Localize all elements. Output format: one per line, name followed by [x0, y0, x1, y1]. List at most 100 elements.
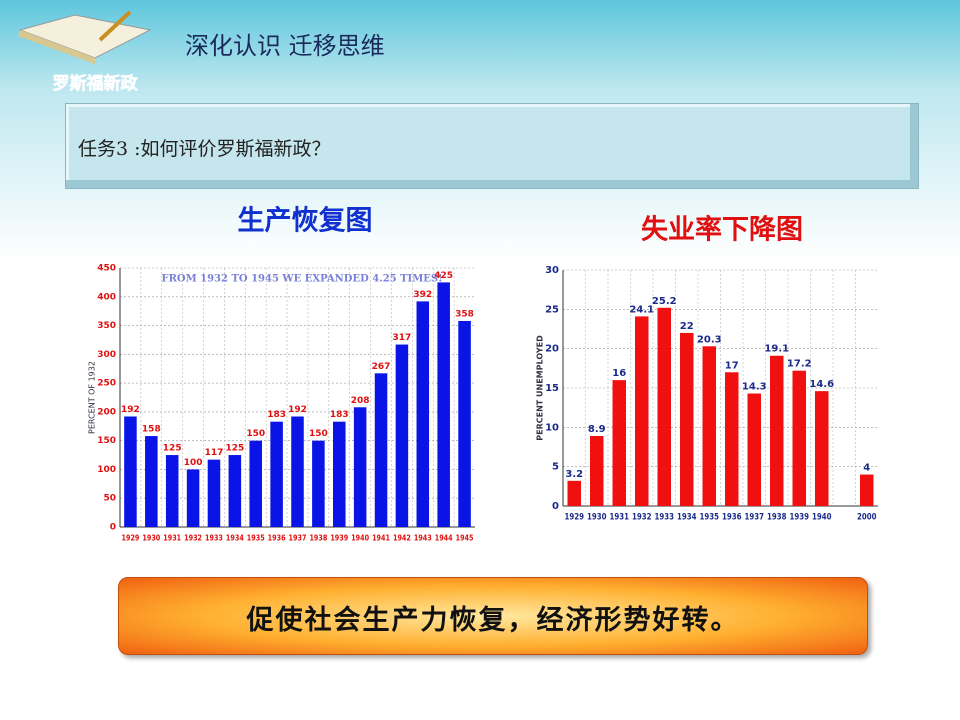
y-tick-label: 350	[97, 321, 116, 331]
bar	[635, 316, 649, 506]
y-tick-label: 50	[103, 494, 116, 504]
x-tick-label: 1942	[393, 534, 411, 543]
data-label: 192	[288, 405, 307, 415]
data-label: 4	[863, 463, 870, 474]
y-tick-label: 0	[110, 523, 116, 533]
data-label: 183	[267, 410, 286, 420]
data-label: 8.9	[588, 424, 606, 435]
y-tick-label: 15	[545, 383, 559, 394]
bar	[437, 282, 450, 527]
bar	[770, 355, 784, 506]
y-tick-label: 150	[97, 436, 116, 446]
conclusion-text: 促使社会生产力恢复，经济形势好转。	[246, 605, 740, 636]
data-label: 267	[372, 362, 391, 372]
x-tick-label: 1932	[632, 513, 652, 523]
x-tick-label: 1934	[677, 513, 697, 523]
x-tick-label: 1938	[767, 513, 787, 523]
bar	[124, 416, 137, 527]
bar	[725, 372, 739, 506]
data-label: 17	[725, 360, 739, 371]
x-tick-label: 1930	[142, 534, 160, 543]
data-label: 22	[680, 321, 694, 332]
data-label: 192	[121, 405, 140, 415]
x-tick-label: 1929	[122, 534, 140, 543]
x-tick-label: 1932	[184, 534, 202, 543]
logo-text: 罗斯福新政	[53, 73, 139, 94]
bar	[416, 301, 430, 527]
book-icon	[18, 30, 95, 64]
y-tick-label: 0	[552, 501, 559, 512]
x-tick-label: 1930	[587, 513, 607, 523]
y-tick-label: 25	[545, 304, 559, 315]
data-label: 150	[309, 429, 328, 439]
x-tick-label: 1933	[205, 534, 223, 543]
y-tick-label: 400	[97, 292, 116, 302]
x-tick-label: 1944	[435, 534, 453, 543]
y-tick-label: 200	[97, 407, 116, 417]
data-label: 3.2	[565, 469, 583, 480]
data-label: 17.2	[787, 359, 812, 370]
bar	[374, 373, 388, 527]
data-label: 125	[225, 444, 244, 454]
data-label: 150	[246, 429, 265, 439]
x-tick-label: 1940	[351, 534, 369, 543]
bar	[612, 380, 626, 506]
data-label: 425	[434, 271, 453, 281]
x-tick-label: 2000	[857, 513, 877, 523]
data-label: 317	[393, 333, 412, 343]
bar	[186, 469, 200, 527]
conclusion-box: 促使社会生产力恢复，经济形势好转。	[118, 577, 868, 655]
y-tick-label: 250	[97, 379, 116, 389]
x-tick-label: 1929	[565, 513, 585, 523]
data-label: 16	[612, 368, 626, 379]
x-tick-label: 1935	[247, 534, 265, 543]
bar	[333, 421, 346, 527]
x-tick-label: 1939	[790, 513, 810, 523]
data-label: 158	[142, 425, 161, 435]
y-tick-label: 450	[97, 264, 116, 274]
bar	[747, 393, 761, 506]
bar	[657, 307, 671, 506]
bar	[567, 480, 581, 506]
data-label: 125	[163, 444, 182, 454]
bar	[792, 370, 806, 506]
bar	[291, 416, 304, 527]
x-tick-label: 1931	[163, 534, 181, 543]
y-tick-label: 10	[545, 422, 559, 433]
bar	[353, 407, 367, 527]
chart-title: 失业率下降图	[641, 214, 803, 246]
bar	[165, 455, 179, 527]
x-tick-label: 1937	[745, 513, 765, 523]
y-axis-label: PERCENT OF 1932	[88, 361, 97, 434]
x-tick-label: 1931	[610, 513, 630, 523]
data-label: 208	[351, 396, 370, 406]
y-axis-label: PERCENT UNEMPLOYED	[536, 335, 545, 441]
bar	[228, 455, 242, 527]
x-tick-label: 1936	[722, 513, 742, 523]
bar	[590, 435, 604, 506]
x-tick-label: 1939	[330, 534, 348, 543]
x-tick-label: 1935	[700, 513, 720, 523]
bar	[815, 391, 829, 506]
x-tick-label: 1940	[812, 513, 832, 523]
x-tick-label: 1934	[226, 534, 244, 543]
y-tick-label: 20	[545, 344, 559, 355]
data-label: 19.1	[764, 344, 789, 355]
y-tick-label: 5	[552, 462, 559, 473]
x-tick-label: 1945	[456, 534, 474, 543]
bar	[702, 346, 716, 506]
data-label: 100	[184, 458, 203, 468]
y-tick-label: 100	[97, 465, 116, 475]
data-label: 14.6	[809, 379, 834, 390]
y-tick-label: 30	[545, 265, 559, 276]
bar	[680, 332, 694, 506]
bar	[270, 421, 283, 527]
slide-title: 深化认识 迁移思维	[185, 32, 385, 60]
bar	[145, 436, 158, 527]
pen-icon	[98, 10, 132, 42]
chart-title: 生产恢复图	[238, 206, 373, 237]
x-tick-label: 1938	[309, 534, 327, 543]
data-label: 14.3	[742, 382, 767, 393]
